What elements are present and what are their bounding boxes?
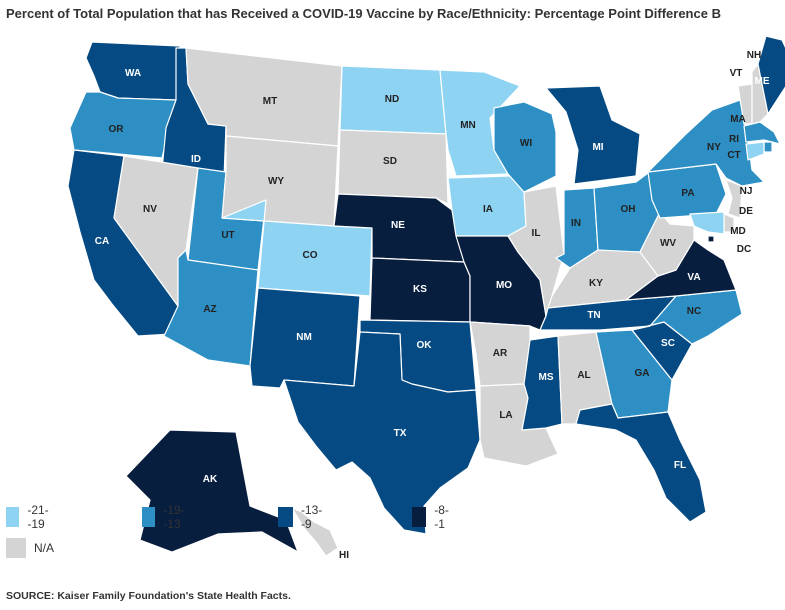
state-label-oh: OH [621,204,636,215]
state-label-pa: PA [681,188,694,199]
state-label-ok: OK [417,340,433,351]
state-tx [283,331,481,535]
state-label-mt: MT [263,96,277,107]
state-label-tx: TX [394,428,407,439]
state-label-ms: MS [539,372,554,383]
map-title: Percent of Total Population that has Rec… [6,6,721,21]
state-nj [725,179,743,219]
state-ms [521,335,563,431]
state-me [757,35,785,115]
state-label-co: CO [303,250,318,261]
legend-item-1: -21- -19 [6,503,55,531]
legend-item-2: -19- -13 [142,503,191,531]
state-label-ne: NE [391,220,405,231]
legend-item-3: -13- -9 [278,503,327,531]
state-label-ky: KY [589,278,603,289]
state-label-nh: NH [747,50,761,61]
state-label-sd: SD [383,156,397,167]
state-label-mo: MO [496,280,512,291]
state-label-md: MD [730,226,746,237]
state-label-va: VA [687,272,700,283]
state-label-la: LA [499,410,512,421]
legend-swatch [412,507,427,527]
state-label-sc: SC [661,338,675,349]
state-nh [751,63,769,125]
legend-item-4: -8- -1 [412,503,455,531]
state-label-az: AZ [203,304,216,315]
state-label-nj: NJ [740,186,753,197]
state-label-wa: WA [125,68,141,79]
state-label-ny: NY [707,142,721,153]
state-label-hi: HI [339,550,349,561]
state-md [689,211,725,235]
legend-label: -21- -19 [27,503,49,531]
state-label-il: IL [532,228,541,239]
state-label-vt: VT [730,68,743,79]
state-ma [743,121,781,145]
legend-swatch [6,538,26,558]
state-label-me: ME [755,76,770,87]
legend-label: -8- -1 [434,503,449,531]
state-label-ca: CA [95,236,109,247]
state-ny [647,99,765,187]
state-ri [763,141,773,153]
source-note: SOURCE: Kaiser Family Foundation's State… [6,590,291,602]
state-label-nv: NV [143,204,157,215]
legend-label: -19- -13 [163,503,185,531]
legend-label: N/A [34,541,55,555]
legend-swatch [6,507,20,527]
state-label-mn: MN [460,120,476,131]
state-label-wy: WY [268,176,284,187]
legend-label: -13- -9 [300,503,323,531]
state-label-ma: MA [730,114,746,125]
state-label-ct: CT [727,150,740,161]
state-mi [545,85,641,185]
state-label-ut: UT [221,230,234,241]
state-label-tn: TN [587,310,600,321]
state-nm [249,287,361,389]
state-label-al: AL [577,370,590,381]
state-label-nd: ND [385,94,399,105]
state-hi [291,507,339,557]
state-label-ri: RI [729,134,739,145]
state-label-fl: FL [674,460,686,471]
state-label-id: ID [191,154,201,165]
state-label-in: IN [571,218,581,229]
state-ak [125,429,299,553]
state-label-mi: MI [592,142,603,153]
state-fl [575,403,707,523]
state-label-ks: KS [413,284,427,295]
state-label-nm: NM [296,332,312,343]
state-label-ga: GA [635,368,650,379]
legend-swatch [278,507,293,527]
state-label-or: OR [109,124,125,135]
state-label-de: DE [739,206,753,217]
state-sd [337,129,449,205]
state-label-ia: IA [483,204,493,215]
state-label-ak: AK [203,474,218,485]
state-label-ar: AR [493,348,508,359]
state-il [507,185,565,317]
state-label-dc: DC [737,244,751,255]
state-az [163,249,259,367]
legend-item-5: N/A [6,538,54,558]
state-dc [707,235,715,243]
state-label-nc: NC [687,306,701,317]
legend-swatch [142,507,156,527]
state-label-wi: WI [520,138,532,149]
state-wi [493,101,557,193]
state-ct [745,141,765,161]
state-label-wv: WV [660,238,676,249]
